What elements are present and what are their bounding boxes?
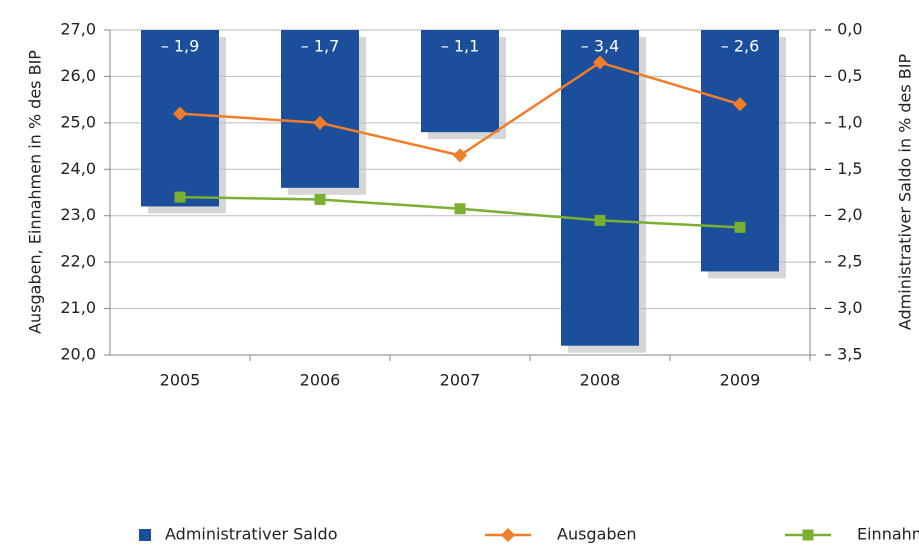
y-axis-title: Ausgaben, Einnahmen in % des BIP (26, 50, 45, 334)
y-tick-label: 20,0 (60, 345, 96, 364)
bar (701, 30, 779, 272)
x-tick-label: 2006 (300, 371, 341, 390)
value-label: – 1,9 (161, 37, 200, 56)
value-label: – 3,4 (581, 37, 620, 56)
y-tick-label: 24,0 (60, 159, 96, 178)
value-label: – 2,6 (721, 37, 760, 56)
value-label: – 1,1 (441, 37, 480, 56)
y2-tick-label: – 2,5 (824, 252, 863, 271)
y2-tick-label: – 2,0 (824, 205, 863, 224)
legend-swatch (139, 529, 151, 541)
legend-label: Administrativer Saldo (165, 525, 337, 544)
value-label: – 1,7 (301, 37, 340, 56)
y-tick-label: 25,0 (60, 112, 96, 131)
y2-tick-label: – 3,5 (824, 345, 863, 364)
y-tick-label: 23,0 (60, 205, 96, 224)
marker (734, 221, 746, 233)
legend-label: Ausgaben (557, 525, 637, 544)
x-tick-label: 2007 (440, 371, 481, 390)
marker (454, 203, 466, 215)
y-tick-label: 22,0 (60, 252, 96, 271)
y2-tick-label: – 0,0 (824, 20, 863, 39)
x-tick-label: 2005 (160, 371, 201, 390)
bar (421, 30, 499, 133)
bar (561, 30, 639, 346)
marker (313, 115, 327, 130)
x-tick-label: 2008 (580, 371, 621, 390)
y2-axis-title: Administrativer Saldo in % des BIP (896, 54, 915, 331)
marker (802, 529, 814, 541)
marker (314, 193, 326, 205)
y2-tick-label: – 3,0 (824, 298, 863, 317)
bar (281, 30, 359, 188)
marker (501, 528, 515, 542)
marker (453, 148, 467, 163)
marker (173, 106, 187, 121)
y2-tick-label: – 1,5 (824, 159, 863, 178)
legend-label: Einnahmen (857, 525, 919, 544)
marker (593, 55, 607, 70)
marker (174, 191, 186, 203)
marker (594, 214, 606, 226)
y-tick-label: 21,0 (60, 298, 96, 317)
y2-tick-label: – 1,0 (824, 112, 863, 131)
marker (733, 97, 747, 112)
y2-tick-label: – 0,5 (824, 66, 863, 85)
x-tick-label: 2009 (720, 371, 761, 390)
y-tick-label: 26,0 (60, 66, 96, 85)
y-tick-label: 27,0 (60, 20, 96, 39)
